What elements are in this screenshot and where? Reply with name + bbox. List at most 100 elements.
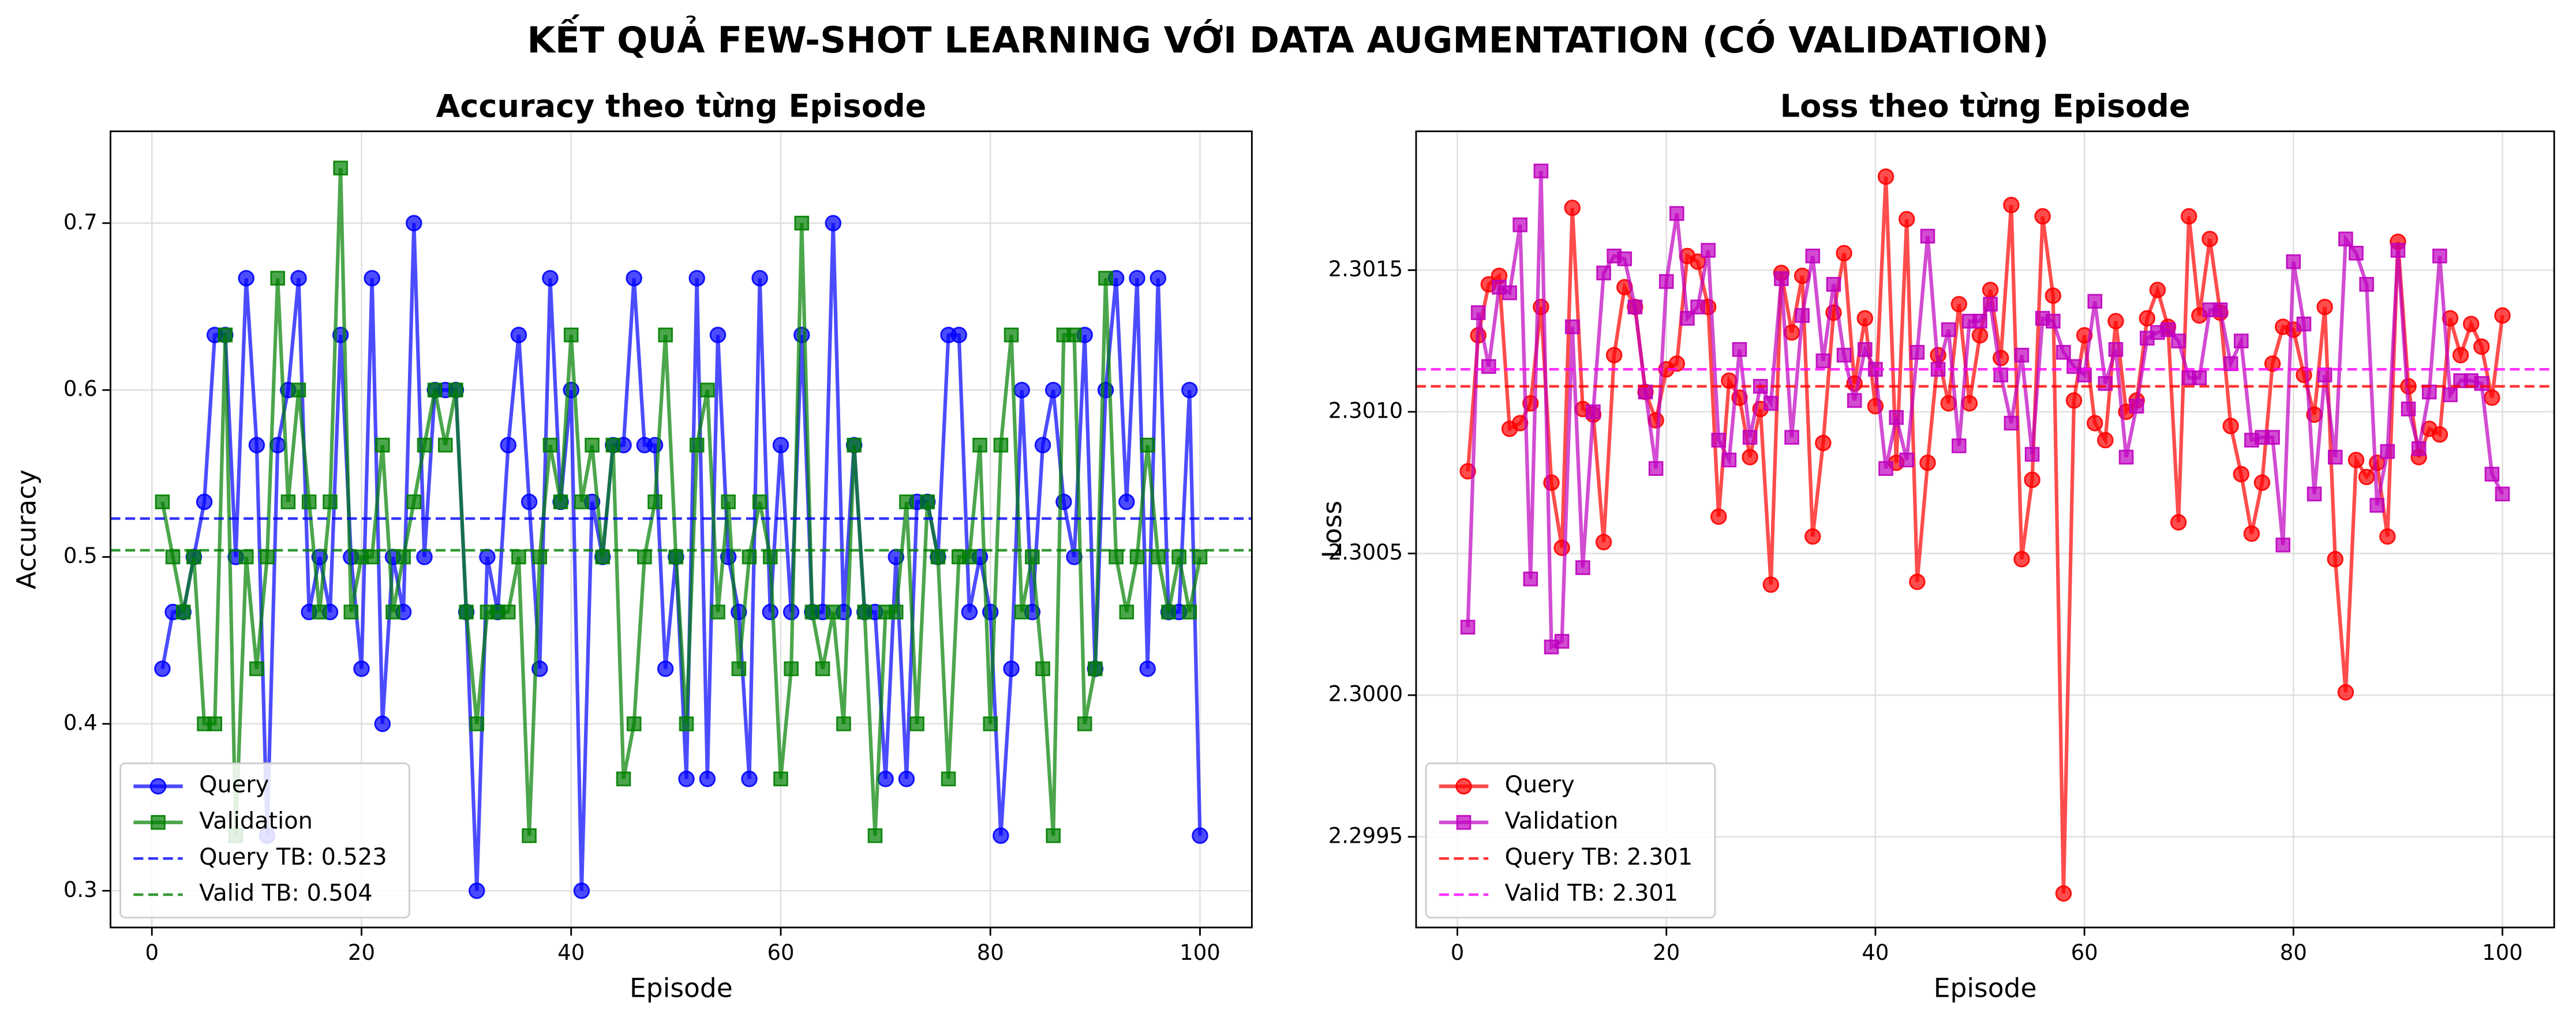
- marker: [2495, 486, 2510, 502]
- marker: [2253, 474, 2271, 491]
- marker: [961, 603, 978, 621]
- marker: [1690, 299, 1705, 315]
- marker: [574, 494, 589, 509]
- marker: [437, 437, 453, 453]
- marker: [2494, 307, 2511, 324]
- marker: [1971, 327, 1989, 344]
- marker: [2201, 231, 2218, 247]
- marker: [1553, 539, 1570, 556]
- series-line: [160, 168, 1202, 836]
- marker: [2264, 355, 2281, 372]
- marker: [510, 326, 527, 343]
- x-tick-label: 80: [2280, 940, 2307, 965]
- marker: [2369, 498, 2385, 513]
- marker: [448, 382, 463, 397]
- marker: [1815, 353, 1831, 369]
- marker: [763, 549, 778, 565]
- marker: [1982, 281, 1999, 298]
- marker: [1627, 299, 1643, 315]
- marker: [1003, 660, 1020, 677]
- marker: [1564, 319, 1580, 335]
- marker: [2349, 246, 2364, 261]
- marker: [196, 493, 213, 510]
- marker: [416, 549, 433, 565]
- legend-label: Validation: [199, 808, 313, 834]
- marker: [1161, 605, 1176, 619]
- marker: [2107, 313, 2124, 330]
- marker: [898, 771, 915, 787]
- marker: [521, 493, 538, 510]
- marker: [333, 160, 348, 176]
- legend-box: [1425, 762, 1716, 919]
- marker: [186, 549, 201, 565]
- x-tick-label: 80: [977, 940, 1004, 965]
- marker: [1680, 311, 1695, 326]
- marker: [2139, 310, 2156, 327]
- marker: [323, 494, 338, 509]
- marker: [1460, 619, 1476, 635]
- marker: [1952, 438, 1967, 453]
- x-tick-label: 0: [1451, 940, 1465, 965]
- marker: [1586, 404, 1601, 419]
- marker: [2401, 401, 2416, 416]
- marker: [2014, 347, 2030, 363]
- marker: [2275, 538, 2291, 553]
- marker: [626, 716, 642, 731]
- marker: [2327, 551, 2344, 568]
- marker: [1512, 217, 1527, 232]
- marker: [1909, 344, 1925, 360]
- marker: [260, 549, 275, 565]
- marker: [585, 437, 600, 453]
- marker: [1941, 322, 1956, 337]
- marker: [1711, 433, 1727, 448]
- marker: [688, 270, 705, 287]
- marker: [2307, 486, 2322, 502]
- marker: [1795, 308, 1810, 323]
- marker: [825, 215, 842, 232]
- series-line: [1466, 171, 2504, 650]
- marker: [2462, 316, 2480, 332]
- marker: [2065, 392, 2083, 409]
- marker: [1815, 434, 1832, 452]
- y-tick-label: 2.3000: [1328, 682, 1403, 707]
- marker: [249, 661, 264, 677]
- figure-title: KẾT QUẢ FEW-SHOT LEARNING VỚI DATA AUGME…: [527, 14, 2049, 61]
- marker: [573, 883, 590, 899]
- marker: [847, 437, 862, 453]
- marker: [721, 494, 736, 509]
- legend-label: Query TB: 0.523: [199, 844, 387, 870]
- marker: [1763, 396, 1779, 411]
- marker: [1014, 605, 1029, 619]
- marker: [1804, 528, 1821, 545]
- marker: [1710, 508, 1727, 525]
- marker: [1721, 452, 1737, 468]
- marker: [522, 828, 537, 843]
- marker: [375, 437, 390, 453]
- marker: [238, 270, 254, 287]
- marker: [1920, 228, 1935, 244]
- marker: [1046, 828, 1061, 843]
- marker: [1118, 493, 1135, 510]
- marker: [752, 494, 767, 509]
- marker: [2411, 441, 2427, 456]
- axes-title: Accuracy theo từng Episode: [436, 88, 927, 124]
- marker: [1035, 661, 1050, 677]
- marker: [406, 215, 422, 232]
- marker: [396, 549, 411, 565]
- marker: [2108, 342, 2124, 357]
- marker: [2034, 208, 2051, 225]
- marker: [1004, 327, 1019, 343]
- marker: [1533, 163, 1549, 179]
- marker: [1658, 274, 1674, 289]
- marker: [2233, 465, 2250, 483]
- legend-label: Query: [1505, 772, 1575, 798]
- marker: [2474, 376, 2489, 391]
- marker: [218, 327, 233, 343]
- marker: [751, 270, 768, 287]
- marker: [1909, 573, 1926, 590]
- marker: [553, 494, 568, 509]
- marker: [1088, 661, 1103, 677]
- marker: [291, 382, 306, 397]
- legend-label: Validation: [1505, 808, 1619, 834]
